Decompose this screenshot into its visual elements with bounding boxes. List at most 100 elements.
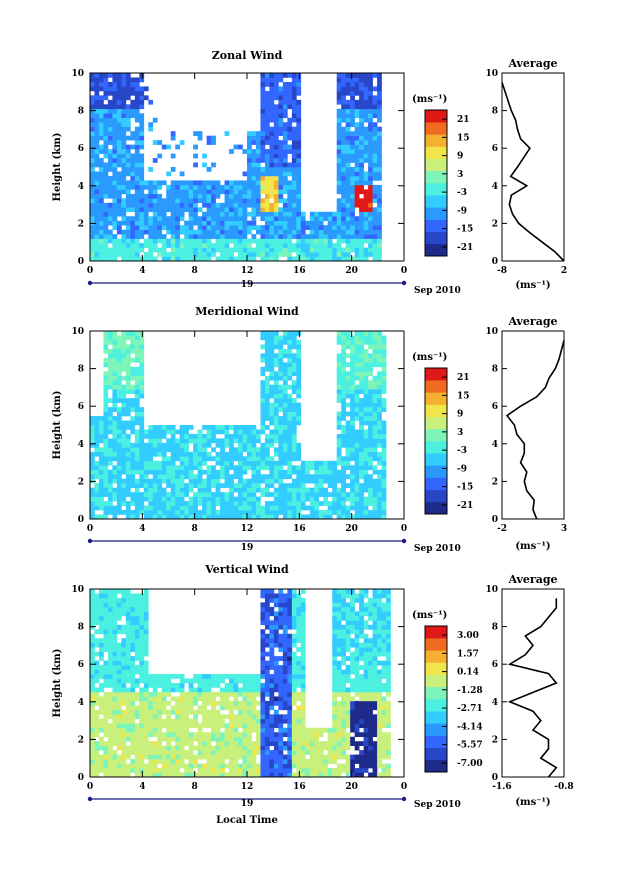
heatmap-cell	[116, 73, 122, 78]
heatmap-cell	[251, 700, 257, 706]
heatmap-cell	[229, 750, 234, 755]
heatmap-cell	[166, 238, 172, 244]
heatmap-cell	[148, 180, 154, 186]
heatmap-cell	[291, 727, 297, 733]
heatmap-cell	[336, 225, 342, 230]
heatmap-cell	[381, 483, 387, 488]
heatmap-cell	[255, 153, 261, 159]
heatmap-cell	[359, 140, 364, 145]
heatmap-cell	[368, 451, 373, 457]
heatmap-cell	[354, 465, 360, 471]
heatmap-cell	[354, 122, 360, 128]
heatmap-cell	[90, 633, 95, 639]
heatmap-cell	[345, 175, 351, 181]
heatmap-cell	[372, 211, 378, 217]
heatmap-cell	[282, 371, 288, 377]
heatmap-cell	[121, 113, 127, 119]
heatmap-cell	[368, 216, 373, 222]
heatmap-cell	[282, 252, 288, 257]
heatmap-cell	[368, 483, 373, 488]
heatmap-cell	[197, 229, 203, 235]
heatmap-cell	[125, 629, 131, 635]
heatmap-cell	[332, 243, 338, 248]
heatmap-cell	[341, 207, 346, 213]
heatmap-cell	[139, 647, 145, 652]
heatmap-cell	[143, 478, 149, 484]
heatmap-cell	[238, 505, 243, 511]
heatmap-cell	[372, 478, 378, 484]
heatmap-cell	[314, 225, 320, 230]
heatmap-cell	[354, 126, 360, 132]
heatmap-cell	[278, 371, 284, 377]
heatmap-cell	[143, 768, 149, 773]
heatmap-cell	[193, 162, 198, 168]
heatmap-cell	[179, 425, 185, 430]
heatmap-cell	[269, 700, 275, 706]
heatmap-cell	[327, 492, 333, 497]
heatmap-cell	[372, 447, 378, 453]
heatmap-cell	[264, 460, 270, 466]
heatmap-cell	[278, 633, 284, 639]
heatmap-cell	[269, 442, 275, 448]
heatmap-cell	[148, 763, 154, 769]
heatmap-cell	[193, 483, 198, 488]
heatmap-cell	[368, 510, 373, 515]
heatmap-cell	[255, 238, 261, 244]
heatmap-cell	[368, 108, 373, 114]
heatmap-cell	[121, 709, 127, 715]
heatmap-cell	[125, 126, 131, 132]
heatmap-cell	[381, 353, 387, 359]
heatmap-cell	[94, 602, 100, 608]
heatmap-cell	[152, 492, 158, 497]
heatmap-cell	[148, 700, 154, 706]
profile-frame	[501, 330, 565, 520]
heatmap-cell	[354, 353, 360, 359]
heatmap-cell	[197, 252, 203, 257]
heatmap-cell	[354, 393, 360, 399]
heatmap-cell	[184, 225, 189, 230]
heatmap-cell	[224, 225, 230, 230]
heatmap-cell	[107, 633, 113, 639]
heatmap-cell	[354, 184, 360, 190]
heatmap-cell	[350, 344, 355, 350]
heatmap-cell	[372, 353, 378, 359]
heatmap-cell	[260, 238, 266, 244]
heatmap-cell	[255, 158, 261, 163]
heatmap-cell	[166, 144, 172, 150]
heatmap-cell	[273, 597, 279, 603]
heatmap-cell	[188, 247, 194, 253]
heatmap-cell	[229, 514, 234, 520]
heatmap-cell	[184, 180, 189, 186]
heatmap-cell	[264, 691, 270, 697]
heatmap-cell	[238, 492, 243, 497]
profile-y-tick-label: 2	[492, 219, 498, 229]
heatmap-cell	[296, 505, 302, 511]
colorbar-tick-label: -21	[457, 243, 473, 253]
heatmap-cell	[206, 750, 212, 755]
heatmap-cell	[130, 193, 136, 199]
heatmap-cell	[296, 366, 302, 372]
heatmap-cell	[139, 189, 145, 195]
heatmap-cell	[139, 167, 145, 172]
heatmap-cell	[255, 510, 261, 515]
heatmap-cell	[224, 727, 230, 733]
heatmap-cell	[116, 211, 122, 217]
heatmap-cell	[103, 393, 109, 399]
colorbar-swatch	[425, 195, 447, 208]
heatmap-cell	[134, 252, 140, 257]
heatmap-cell	[184, 754, 189, 760]
heatmap-cell	[260, 357, 266, 363]
heatmap-cell	[368, 389, 373, 394]
heatmap-cell	[273, 171, 279, 177]
heatmap-cell	[170, 514, 176, 520]
heatmap-cell	[103, 510, 109, 515]
heatmap-cell	[184, 727, 189, 733]
heatmap-cell	[264, 433, 270, 439]
heatmap-cell	[112, 429, 118, 435]
heatmap-cell	[341, 162, 346, 168]
heatmap-cell	[215, 451, 221, 457]
heatmap-cell	[354, 429, 360, 435]
heatmap-cell	[202, 745, 207, 751]
heatmap-cell	[229, 189, 234, 195]
heatmap-cell	[103, 238, 109, 244]
